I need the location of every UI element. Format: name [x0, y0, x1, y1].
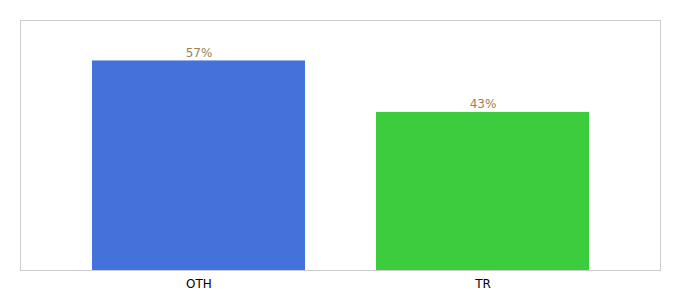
svg-text:OTH: OTH [186, 277, 212, 291]
svg-text:TR: TR [474, 277, 491, 291]
svg-text:57%: 57% [186, 46, 213, 60]
svg-text:43%: 43% [470, 97, 497, 111]
